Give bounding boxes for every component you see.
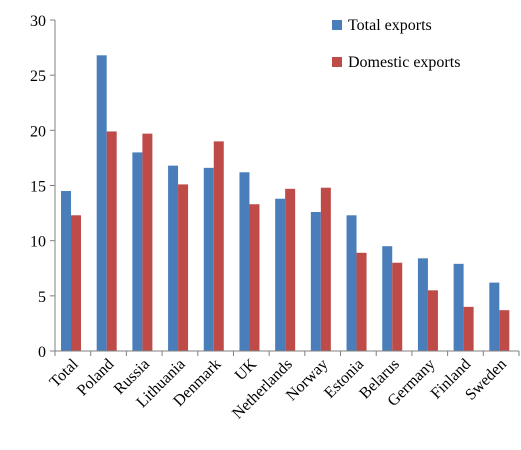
bar-total-exports-denmark	[203, 167, 214, 351]
bar-domestic-exports-germany	[427, 290, 438, 351]
bar-domestic-exports-uk	[249, 204, 260, 351]
bar-domestic-exports-total	[71, 215, 81, 351]
legend-label-total: Total exports	[348, 17, 432, 34]
bar-total-exports-lithuania	[168, 165, 179, 351]
y-tick-label: 10	[30, 234, 46, 251]
bar-domestic-exports-estonia	[356, 252, 367, 351]
legend-swatch-total	[332, 20, 342, 30]
bar-domestic-exports-sweden	[499, 310, 510, 351]
y-tick-label: 20	[30, 123, 46, 140]
bar-total-exports-poland	[96, 55, 107, 351]
bar-total-exports-finland	[453, 263, 464, 351]
bar-domestic-exports-netherlands	[285, 188, 296, 351]
bar-total-exports-norway	[310, 211, 321, 351]
y-tick-label: 15	[30, 179, 46, 196]
bar-domestic-exports-finland	[463, 306, 474, 351]
x-tick-label-poland: Poland	[74, 356, 117, 399]
legend: Total exports Domestic exports	[332, 17, 460, 71]
legend-label-domestic: Domestic exports	[348, 54, 460, 71]
bar-total-exports-sweden	[489, 282, 500, 351]
legend-swatch-domestic	[332, 57, 342, 67]
bar-domestic-exports-poland	[106, 131, 117, 351]
bar-domestic-exports-norway	[320, 187, 331, 351]
bar-total-exports-total	[61, 191, 71, 351]
bar-domestic-exports-russia	[142, 133, 153, 351]
x-tick-label-uk: UK	[232, 355, 261, 384]
bar-total-exports-uk	[239, 172, 250, 351]
bar-total-exports-estonia	[346, 215, 357, 351]
bar-domestic-exports-denmark	[213, 141, 224, 351]
y-tick-label: 0	[38, 344, 46, 361]
y-tick-label: 30	[30, 13, 46, 30]
bar-domestic-exports-lithuania	[178, 184, 189, 351]
bar-total-exports-belarus	[382, 246, 393, 351]
bar-total-exports-germany	[417, 258, 428, 351]
y-tick-label: 25	[30, 68, 46, 85]
bars-group	[61, 55, 510, 351]
y-axis: 0 5 10 15 20 25 30	[30, 13, 56, 361]
bar-total-exports-russia	[132, 152, 143, 351]
bar-domestic-exports-belarus	[392, 262, 403, 351]
bar-total-exports-netherlands	[275, 198, 286, 351]
y-tick-label: 5	[38, 289, 46, 306]
